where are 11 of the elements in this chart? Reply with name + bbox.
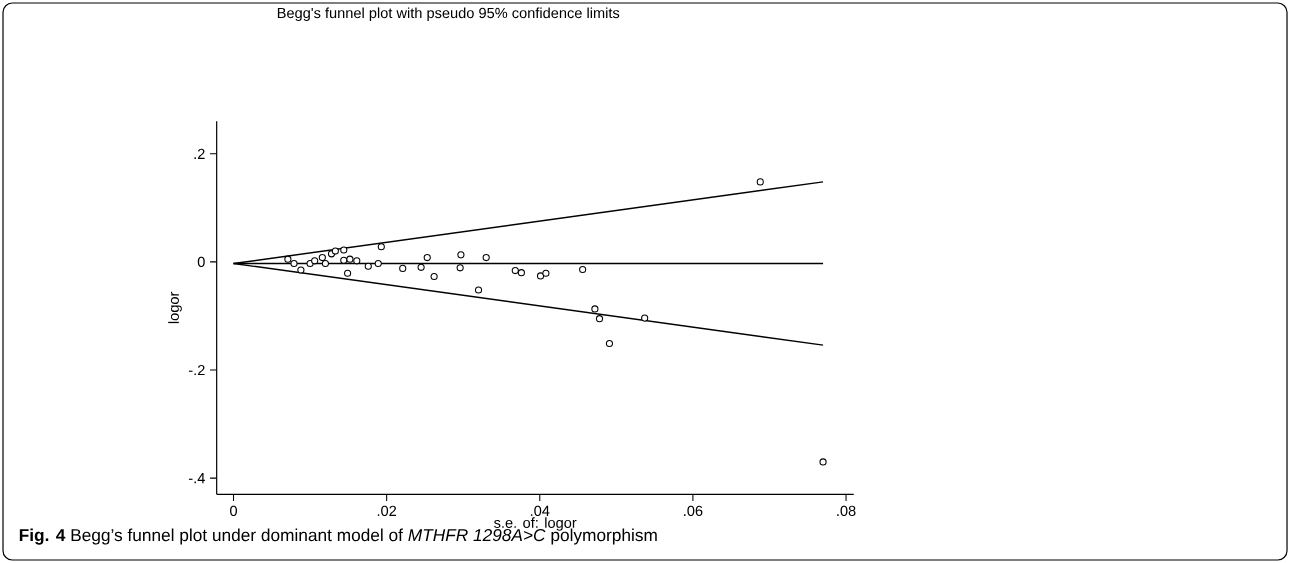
x-tick-label: 0 — [230, 505, 237, 517]
x-tick-label: .02 — [377, 505, 397, 517]
x-tick-label: .08 — [837, 505, 856, 517]
chart-title: Begg's funnel plot with pseudo 95% confidence limits — [277, 7, 620, 22]
x-tick-label: .04 — [530, 505, 550, 517]
y-tick-label: -.2 — [188, 364, 205, 376]
y-tick-label: -.4 — [188, 473, 205, 484]
y-tick-label: 0 — [197, 256, 205, 268]
y-axis-title: logor — [168, 291, 182, 324]
y-tick-label: .2 — [194, 148, 205, 159]
x-tick-label: .06 — [684, 505, 703, 517]
